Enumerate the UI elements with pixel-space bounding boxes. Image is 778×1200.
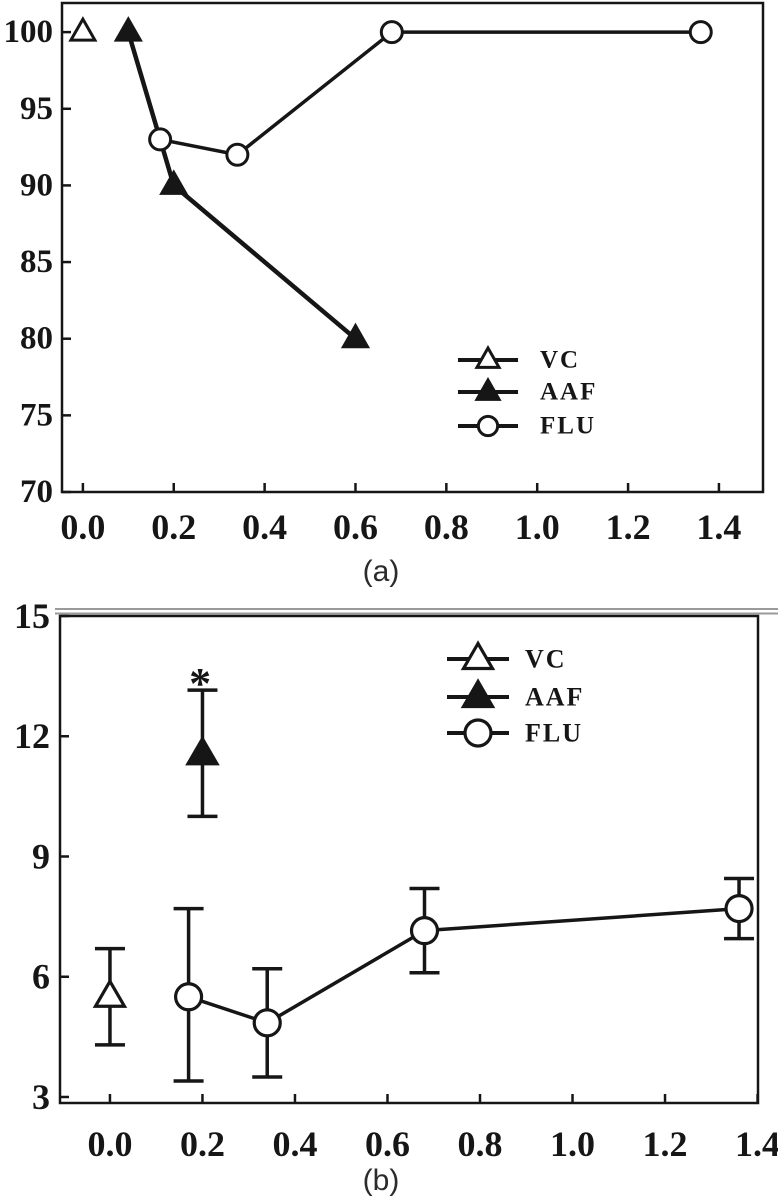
panel-a-vc-point-0-triangle-marker [68,16,98,42]
panel-a-flu-point-0-circle-marker [148,127,173,152]
panel-a-legend-aaf-triangle-marker [474,376,502,401]
panel-b-y-tick-label: 12 [14,716,50,756]
panel-b-legend-vc-triangle-marker [460,640,496,671]
panel-a-flu-point-1-circle-marker [225,142,250,167]
panel-a-y-tick-label: 100 [4,14,54,50]
panel-b-x-tick-label: 0.4 [272,1124,317,1164]
panel-b-flu-line [188,906,740,1025]
panel-a-y-tick-label: 85 [20,244,53,280]
panel-a-y-tick-label: 95 [20,91,53,127]
panel-a-x-tick-label: 1.0 [515,507,560,547]
panel-b-legend-label-flu: FLU [525,719,583,748]
panel-a-flu-line [159,30,701,157]
panel-a-x-tick-label: 0.6 [333,507,378,547]
panel-a-y-tick-label: 70 [20,474,53,510]
panel-a-caption: (a) [362,555,400,588]
panel-b-flu-point-0-circle-marker [173,982,204,1012]
panel-b-axis-box [58,614,760,1105]
panel-b-legend-flu-circle-marker [463,718,493,748]
panel-a-y-tick-label: 90 [20,167,53,203]
panel-b-x-tick-label: 0.6 [365,1124,410,1164]
panel-b-significance-asterisk: * [189,659,211,708]
panel-b-y-tick-label: 3 [32,1077,50,1117]
panel-a-axis-box [60,1,765,494]
panel-a-aaf-line [126,31,357,341]
panel-b-aaf-point-0-triangle-marker [185,735,220,766]
panel-b-x-tick-label: 0.0 [87,1124,132,1164]
panel-a-legend-label-vc: VC [540,347,580,374]
panel-a-y-tick-label: 80 [20,321,53,357]
panel-b-x-tick-label: 0.2 [180,1124,225,1164]
panel-b-legend-label-aaf: AAF [525,683,584,712]
panel-b-legend-label-vc: VC [525,645,567,674]
panel-b-caption: (b) [362,1164,400,1197]
panel-a-legend-label-flu: FLU [540,413,596,440]
panel-a-legend-flu-circle-marker [476,414,500,438]
panel-b-flu-point-3-circle-marker [724,894,754,924]
panel-a-flu-point-3-circle-marker [688,20,713,45]
panel-a-aaf-point-0-triangle-marker [113,16,143,42]
panel-a-x-tick-label: 0.8 [424,507,469,547]
panel-a-legend-label-aaf: AAF [540,379,597,406]
panel-b-vc-point-0-triangle-marker [92,978,128,1008]
panel-b-flu-point-1-circle-marker [252,1008,282,1038]
panel-a-x-tick-label: 1.2 [606,507,651,547]
panel-b-flu-point-2-circle-marker [409,916,440,946]
panel-a-x-tick-label: 1.4 [696,507,741,547]
panel-a-x-tick-label: 0.2 [151,507,196,547]
panel-b-y-tick-label: 6 [32,957,50,997]
panel-b-x-tick-label: 1.0 [550,1124,595,1164]
panel-b-x-tick-label: 1.4 [735,1124,778,1164]
panel-a-aaf-point-2-triangle-marker [340,322,371,349]
panel-b-x-tick-label: 0.8 [458,1124,503,1164]
panel-a-flu-point-2-circle-marker [379,20,404,45]
panel-a-aaf-point-1-triangle-marker [159,169,189,195]
panel-a-x-tick-label: 0.0 [60,507,105,547]
panel-b-legend-aaf-triangle-marker [460,678,496,709]
panel-b-y-tick-label: 9 [32,836,50,876]
panel-a-y-tick-label: 75 [20,397,53,433]
panel-a-x-tick-label: 0.4 [242,507,287,547]
panel-a-legend-vc-triangle-marker [474,344,502,369]
panel-b-y-tick-label: 15 [14,596,50,636]
panel-b-x-tick-label: 1.2 [643,1124,688,1164]
